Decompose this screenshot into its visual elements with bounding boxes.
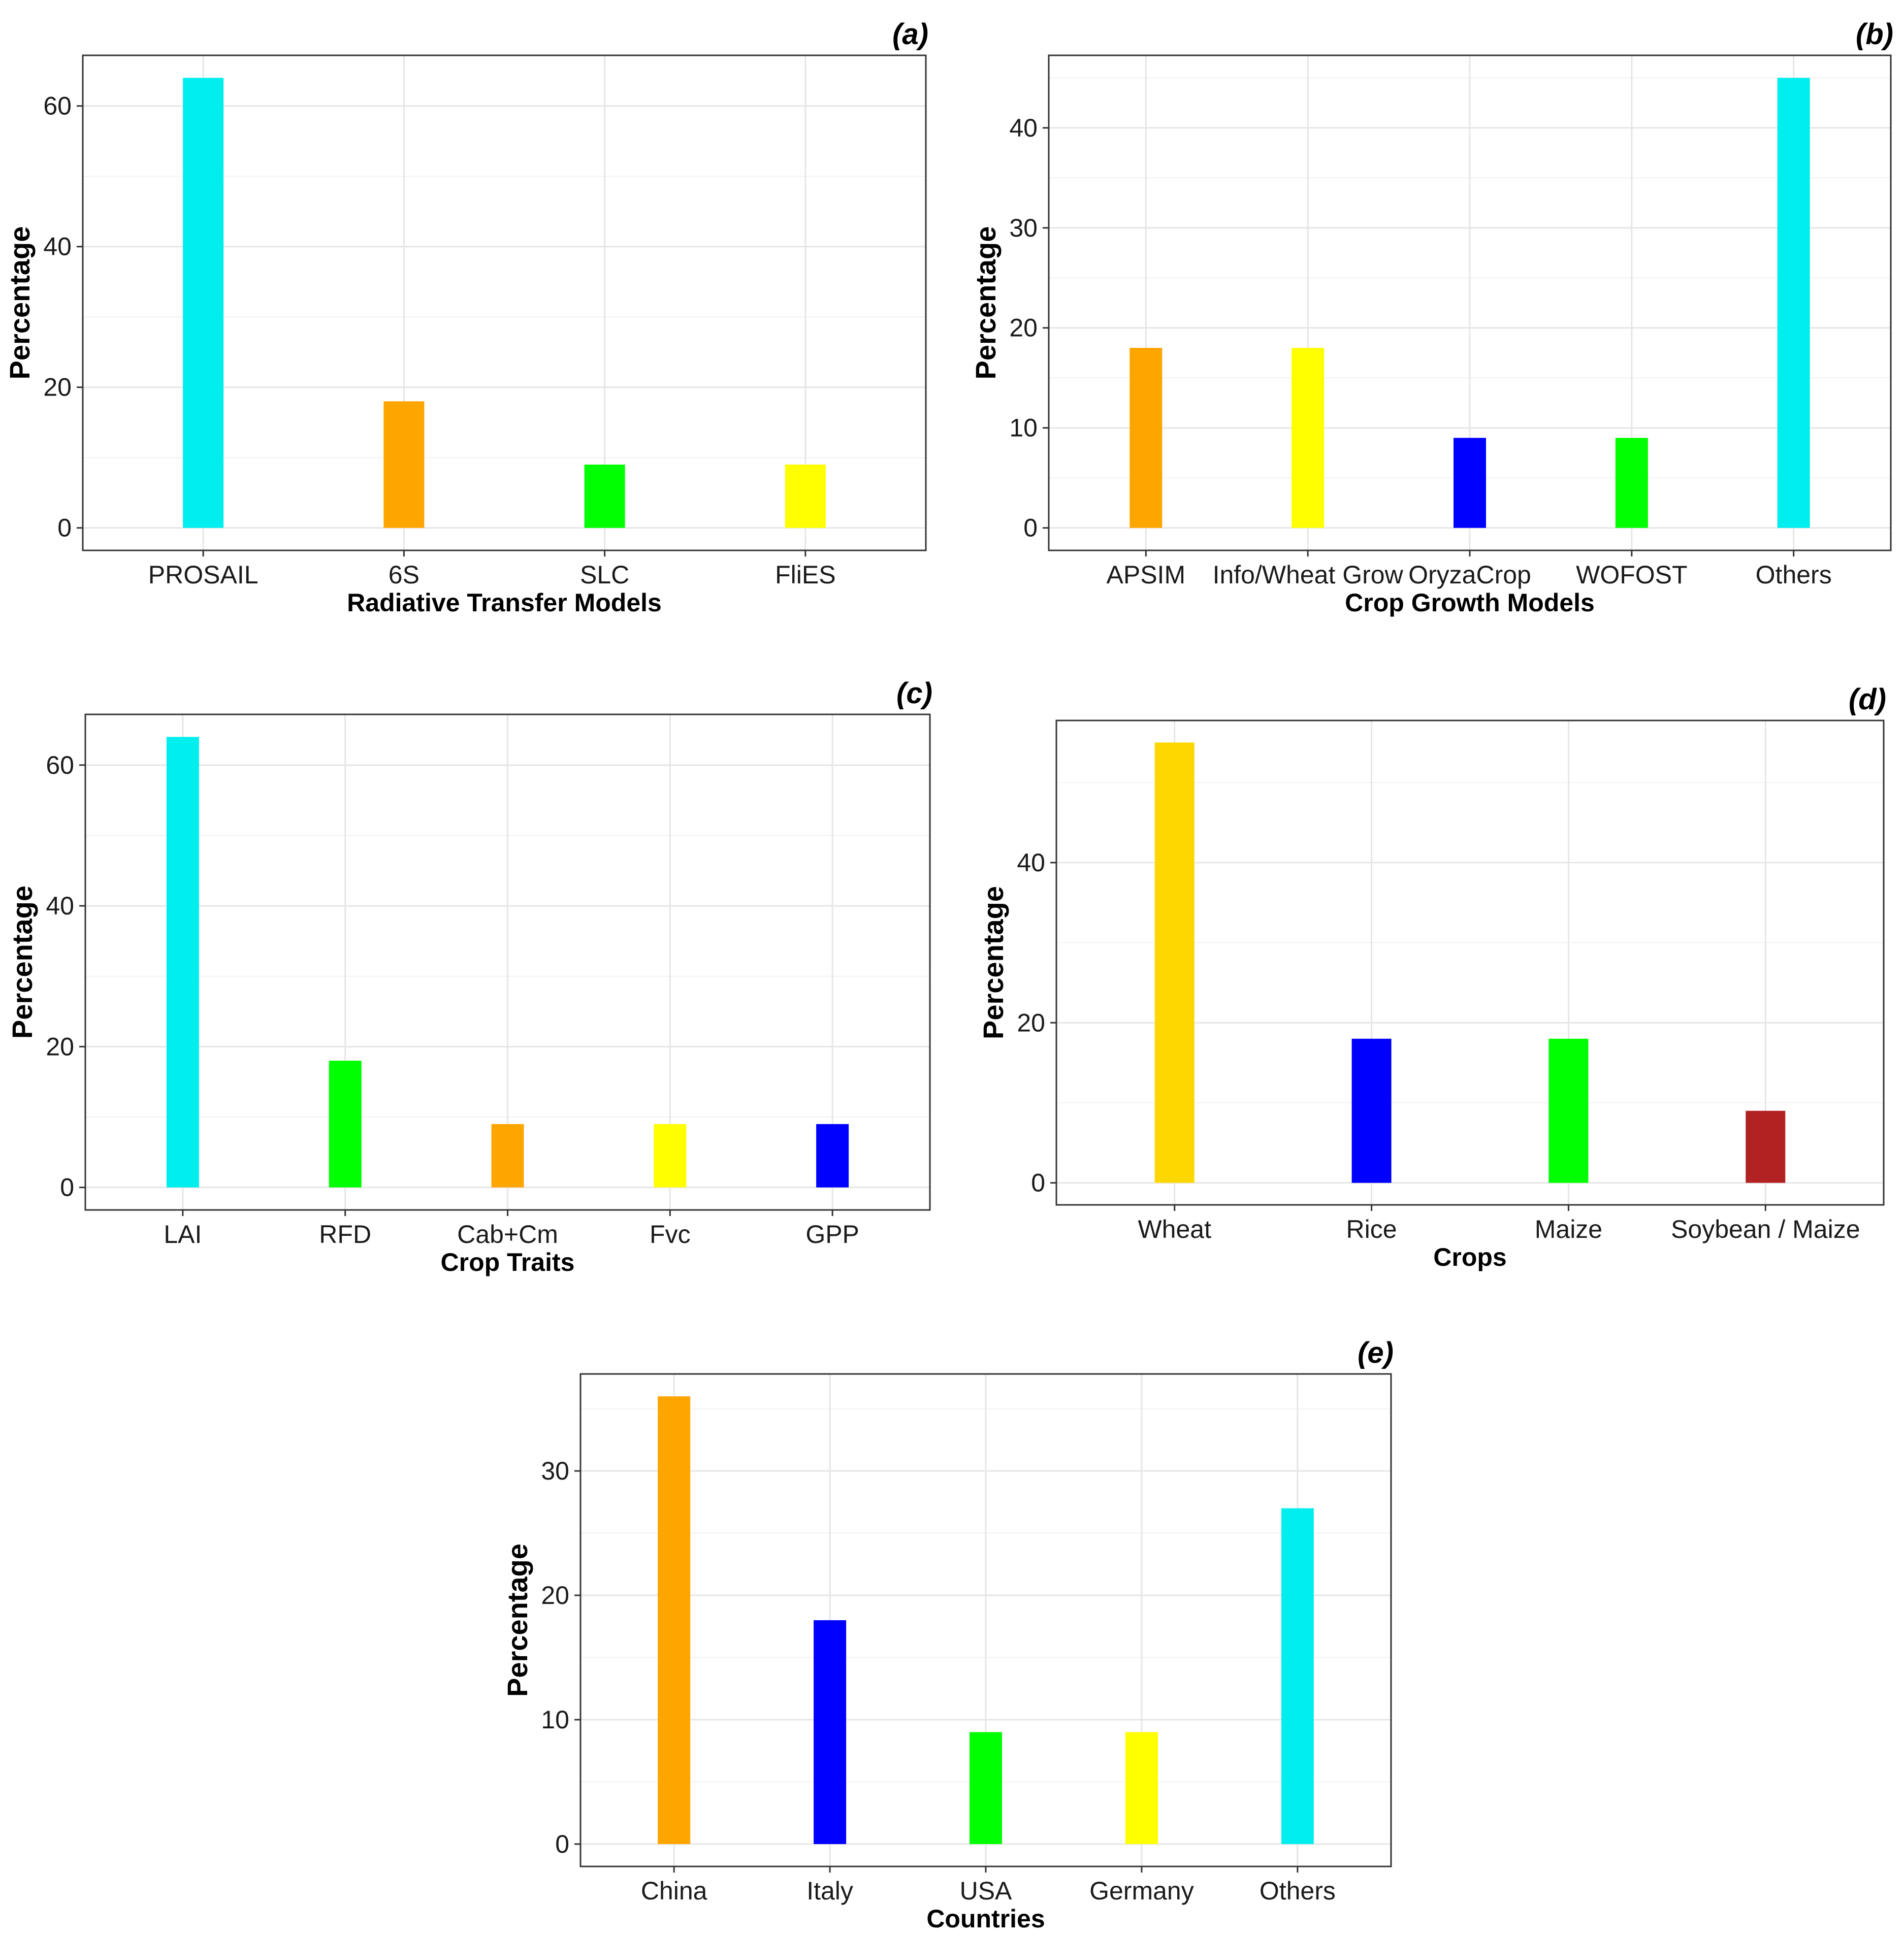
panel-label: (c) (896, 677, 932, 710)
y-tick-label: 0 (555, 1830, 569, 1858)
bar-gpp (816, 1124, 849, 1188)
y-tick-label: 20 (541, 1581, 569, 1610)
bar-china (658, 1396, 691, 1844)
bar-apsim (1130, 348, 1163, 528)
x-tick-label: LAI (164, 1220, 202, 1249)
y-axis-title: Percentage (4, 226, 36, 380)
x-tick-label: PROSAIL (148, 561, 259, 589)
panel-label: (e) (1358, 1336, 1394, 1369)
x-tick-label: Italy (806, 1877, 853, 1905)
y-tick-label: 20 (1009, 314, 1038, 342)
panel-label: (d) (1849, 683, 1886, 716)
x-tick-label: Others (1756, 561, 1832, 589)
x-tick-label: USA (960, 1877, 1012, 1905)
x-tick-label: SLC (580, 561, 629, 589)
bar-italy (814, 1620, 847, 1844)
y-tick-label: 10 (1009, 414, 1038, 442)
bar-fvc (654, 1124, 687, 1188)
y-axis-title: Percentage (970, 226, 1002, 380)
x-tick-label: Germany (1089, 1877, 1194, 1905)
x-tick-label: Soybean / Maize (1671, 1215, 1860, 1243)
x-axis-title: Crops (1433, 1243, 1506, 1271)
y-tick-label: 20 (46, 1032, 74, 1061)
y-tick-label: 0 (57, 514, 72, 542)
bar-flies (785, 465, 826, 528)
bar-prosail (183, 78, 224, 528)
bar-rice (1351, 1038, 1392, 1183)
bar-cab-cm (491, 1124, 524, 1188)
x-tick-label: Info/Wheat Grow (1213, 561, 1404, 589)
x-tick-label: China (641, 1877, 707, 1905)
bar-maize (1548, 1038, 1589, 1183)
y-axis-title: Percentage (501, 1544, 533, 1697)
x-tick-label: APSIM (1107, 561, 1186, 589)
bar-germany (1125, 1732, 1158, 1844)
y-tick-label: 40 (1009, 114, 1038, 142)
chart-panel-a: 0 20 40 60 PROSAIL 6S SLC FliES Radiative Transf… (4, 18, 928, 617)
y-tick-label: 60 (46, 751, 74, 779)
bar-others (1281, 1508, 1314, 1844)
y-tick-label: 30 (541, 1457, 569, 1485)
y-tick-label: 10 (541, 1706, 569, 1734)
x-axis-title: Crop Traits (441, 1248, 575, 1276)
y-axis-title: Percentage (977, 886, 1009, 1039)
bar-soybean-maize (1746, 1110, 1786, 1183)
x-tick-label: WOFOST (1576, 561, 1687, 589)
bar-6s (383, 401, 425, 528)
y-tick-label: 60 (43, 92, 72, 120)
panel-label: (a) (892, 18, 928, 51)
panel-label: (b) (1856, 18, 1893, 51)
chart-panel-c: 0 20 40 60 LAI RFD Cab+Cm Fvc GPP Crop Traits Perc… (6, 677, 932, 1276)
x-tick-label: Others (1260, 1877, 1336, 1905)
x-tick-label: Fvc (650, 1220, 691, 1249)
bar-slc (584, 465, 625, 528)
y-tick-label: 0 (1031, 1169, 1045, 1197)
x-axis-title: Radiative Transfer Models (347, 588, 662, 617)
x-tick-label: Cab+Cm (457, 1220, 558, 1249)
bar-wofost (1615, 438, 1648, 528)
y-tick-label: 20 (43, 373, 72, 402)
chart-panel-e: 0 10 20 30 China Italy USA Germany Others Countri… (501, 1336, 1394, 1933)
x-tick-label: Wheat (1138, 1215, 1211, 1243)
x-tick-label: Maize (1535, 1215, 1602, 1243)
bar-wheat (1154, 742, 1195, 1183)
x-tick-label: 6S (389, 561, 419, 589)
chart-panel-b: 0 10 20 30 40 APSIM Info/Wheat Grow OryzaCrop WO… (970, 18, 1893, 617)
y-tick-label: 40 (46, 892, 74, 920)
bar-lai (166, 737, 199, 1188)
x-tick-label: GPP (805, 1220, 859, 1249)
x-axis-title: Countries (926, 1905, 1045, 1933)
x-tick-label: RFD (319, 1220, 371, 1249)
chart-panel-d: 0 20 40 Wheat Rice Maize Soybean / Maize Crops P… (977, 683, 1886, 1271)
y-tick-label: 0 (60, 1173, 74, 1202)
y-tick-label: 0 (1023, 514, 1038, 542)
bar-oryzacrop (1454, 438, 1486, 528)
bar-rfd (329, 1061, 362, 1188)
x-tick-label: OryzaCrop (1408, 561, 1531, 589)
x-tick-label: Rice (1346, 1215, 1397, 1243)
y-axis-title: Percentage (6, 885, 38, 1039)
y-tick-label: 30 (1009, 214, 1038, 242)
y-tick-label: 40 (1017, 848, 1045, 877)
panel-border (1055, 719, 1885, 1206)
y-tick-label: 20 (1017, 1008, 1045, 1037)
x-axis-title: Crop Growth Models (1345, 588, 1595, 617)
x-tick-label: FliES (775, 561, 835, 589)
panel-border (82, 54, 927, 551)
bar-usa (970, 1732, 1002, 1844)
y-tick-label: 40 (43, 233, 72, 261)
bar-others (1777, 78, 1810, 528)
bar-info-wheat-grow (1292, 348, 1325, 528)
